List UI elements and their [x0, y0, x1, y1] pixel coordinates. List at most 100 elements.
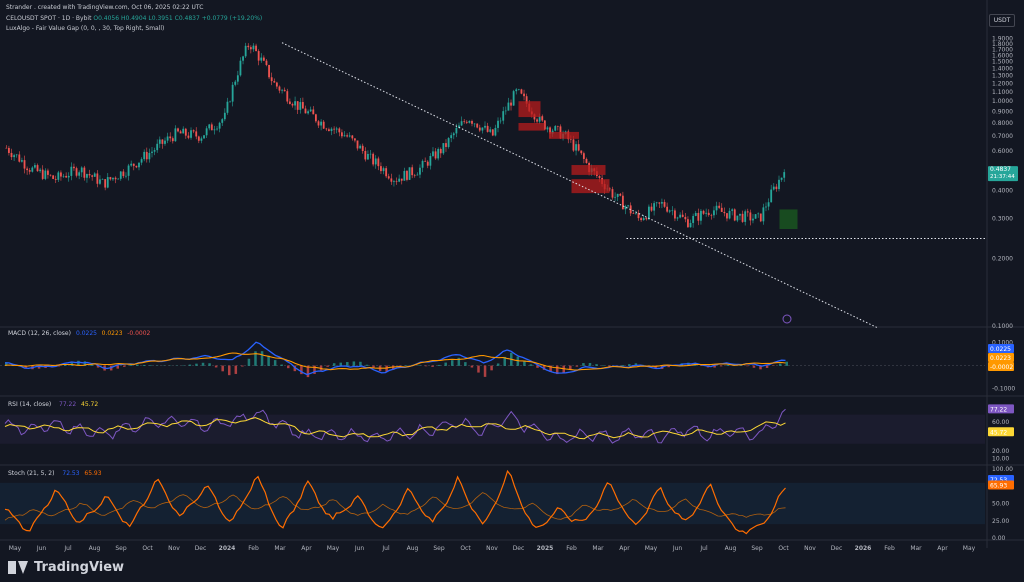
candle-body: [621, 195, 624, 210]
candle-body: [239, 60, 242, 76]
macd-histogram-bar: [752, 365, 756, 368]
macd-histogram-bar: [608, 365, 611, 367]
candle-body: [210, 124, 213, 131]
rsi-axis-label: 60.00: [992, 419, 1009, 426]
candle-body: [543, 120, 546, 130]
price-axis-label: 1.6000: [992, 52, 1013, 59]
candle-body: [67, 175, 70, 178]
candle-body: [171, 138, 174, 142]
macd-histogram-bar: [391, 365, 395, 370]
candle-body: [182, 128, 185, 134]
macd-histogram-bar: [96, 365, 100, 368]
macd-histogram-bar: [523, 360, 526, 366]
candle-body: [288, 101, 291, 104]
candle-body: [346, 135, 349, 137]
macd-histogram-bar: [759, 365, 762, 370]
candle-body: [538, 116, 541, 122]
candle-body: [83, 167, 86, 178]
macd-histogram-bar: [241, 365, 244, 367]
candle-body: [294, 101, 296, 106]
macd-histogram-bar: [300, 365, 303, 375]
candle-body: [255, 45, 257, 52]
macd-badge: [988, 362, 1014, 371]
candle-body: [478, 127, 481, 131]
candle-body: [156, 143, 159, 151]
candle-body: [278, 86, 281, 91]
macd-histogram-bar: [359, 361, 362, 366]
macd-histogram-bar: [352, 361, 356, 366]
candle-body: [434, 151, 437, 159]
candle-body: [184, 128, 187, 136]
candle-body: [382, 168, 385, 172]
candle-body: [335, 128, 338, 130]
macd-legend-value: 0.0223: [102, 330, 123, 337]
candle-body: [507, 102, 510, 111]
price-axis-label: 1.8000: [992, 41, 1013, 48]
candle-body: [481, 127, 484, 131]
candle-body: [13, 155, 16, 158]
candle-body: [687, 219, 689, 228]
candle-body: [403, 170, 406, 181]
candle-body: [554, 126, 557, 131]
candle-body: [515, 89, 518, 92]
candle-body: [351, 135, 354, 139]
candle-body: [367, 154, 369, 160]
candle-body: [736, 215, 739, 221]
macd-histogram-bar: [549, 365, 552, 372]
candle-body: [671, 210, 674, 212]
candle-body: [36, 165, 39, 172]
candle-body: [169, 136, 172, 139]
candle-body: [681, 214, 684, 217]
x-tick-label: Jul: [381, 545, 390, 552]
price-axis-label: 1.1000: [992, 89, 1013, 96]
symbol-line[interactable]: CELOUSDT SPOT · 1D · Bybit: [6, 15, 92, 22]
macd-histogram-bar: [746, 365, 749, 367]
candle-body: [523, 93, 525, 97]
x-tick-label: Dec: [195, 545, 207, 552]
brand-logo[interactable]: TradingView: [8, 556, 124, 578]
price-axis-label: 0.1000: [992, 323, 1013, 330]
macd-histogram-bar: [267, 355, 270, 366]
stoch-label: Stoch (21, 5, 2): [8, 470, 54, 477]
rsi-badge: [988, 427, 1014, 437]
macd-histogram-bar: [405, 365, 408, 366]
candle-body: [60, 172, 62, 177]
candle-body: [757, 213, 760, 215]
macd-histogram-bar: [569, 365, 572, 370]
macd-histogram-bar: [496, 363, 500, 366]
candle-body: [637, 213, 640, 219]
macd-histogram-bar: [385, 365, 388, 372]
macd-histogram-bar: [628, 364, 631, 366]
x-tick-label: Nov: [168, 545, 180, 552]
x-tick-label: Dec: [513, 545, 525, 552]
candle-body: [364, 150, 367, 160]
candle-body: [268, 64, 270, 78]
candle-body: [327, 129, 330, 131]
candle-body: [387, 176, 390, 179]
candle-body: [101, 179, 104, 180]
candle-body: [450, 135, 453, 139]
x-tick-label: May: [9, 545, 22, 552]
fvg-box-bearish: [518, 101, 541, 118]
x-tick-label: Oct: [460, 545, 471, 552]
macd-histogram-bar: [195, 363, 198, 366]
candle-body: [702, 210, 705, 214]
macd-histogram-bar: [418, 365, 421, 366]
indicator-line[interactable]: LuxAlgo - Fair Value Gap (0, 0, , 30, To…: [6, 25, 165, 32]
candle-body: [78, 172, 81, 176]
candle-body: [512, 91, 515, 106]
x-tick-label: Feb: [884, 545, 895, 552]
macd-histogram-bar: [719, 365, 723, 367]
candle-body: [489, 129, 492, 132]
candle-body: [348, 135, 351, 137]
candle-body: [73, 166, 75, 169]
candle-body: [494, 127, 497, 136]
currency-button[interactable]: USDT: [989, 14, 1015, 27]
price-axis-label: 1.0000: [992, 98, 1013, 105]
candle-body: [190, 130, 192, 138]
candle-body: [119, 171, 122, 179]
candle-body: [484, 125, 486, 128]
macd-histogram-bar: [634, 363, 638, 366]
candle-body: [187, 135, 190, 138]
